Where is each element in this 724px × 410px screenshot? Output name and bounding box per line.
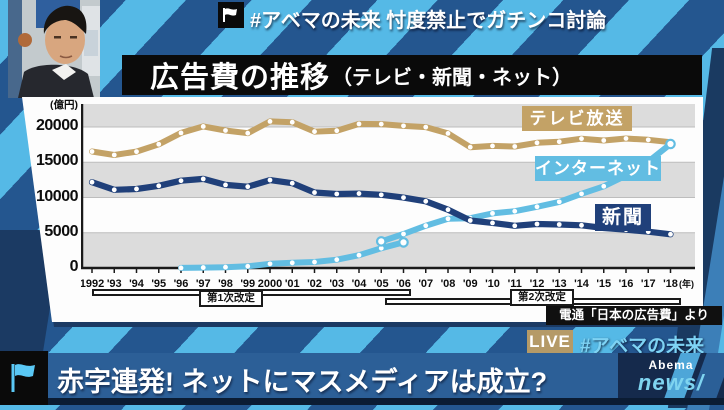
second-revision-label: 第2次改定 [510, 289, 574, 306]
svg-text:'16: '16 [619, 278, 634, 290]
y-axis-tick-label: 0 [69, 258, 79, 275]
svg-text:(年): (年) [679, 278, 694, 289]
svg-text:'03: '03 [329, 278, 344, 290]
svg-text:'08: '08 [441, 278, 456, 290]
banner-headline: 赤字連発! ネットにマスメディアは成立? [57, 367, 548, 397]
svg-text:'18: '18 [663, 278, 678, 290]
svg-text:'99: '99 [240, 278, 255, 290]
chart-panel: (億円) 0 5000 10000 15000 20000 1992'93 '94 '95 '… [22, 97, 703, 322]
y-axis-unit-label: (億円) [50, 99, 78, 111]
legend-internet: インターネット [535, 156, 661, 181]
svg-text:'04: '04 [352, 278, 368, 290]
svg-text:'94: '94 [129, 278, 145, 290]
speaker-illustration: ne [8, 0, 100, 98]
legend-tv-broadcast: テレビ放送 [522, 106, 632, 131]
svg-text:'98: '98 [218, 278, 233, 290]
svg-text:'15: '15 [596, 278, 611, 290]
svg-text:'05: '05 [374, 278, 389, 290]
logo-news-text: news/ [637, 370, 705, 395]
bottom-banner [0, 353, 724, 405]
svg-text:1992: 1992 [81, 278, 104, 290]
svg-text:'10: '10 [485, 278, 500, 290]
svg-text:2000: 2000 [258, 278, 282, 290]
y-axis-tick-label: 20000 [36, 117, 79, 134]
svg-text:'13: '13 [552, 278, 567, 290]
chart-title-band: 広告費の推移 （テレビ・新聞・ネット） [122, 55, 702, 95]
svg-text:'17: '17 [641, 278, 656, 290]
chart-title-sub: （テレビ・新聞・ネット） [332, 66, 573, 89]
svg-text:'07: '07 [418, 278, 433, 290]
svg-text:'12: '12 [530, 278, 545, 290]
first-revision-label: 第1次改定 [199, 290, 263, 307]
chart-title: 広告費の推移 [150, 62, 331, 94]
y-axis-tick-label: 5000 [44, 222, 78, 240]
live-badge: LIVE [527, 330, 573, 353]
line-chart: 1992'93 '94 '95 '96 '97 '98 '99 2000'01 '02 '03 '0… [81, 104, 695, 290]
svg-text:'09: '09 [463, 278, 478, 290]
svg-text:'93: '93 [107, 278, 122, 290]
svg-text:'11: '11 [508, 278, 522, 290]
svg-text:'01: '01 [285, 278, 300, 290]
banner-flag-box [0, 351, 48, 405]
svg-text:'06: '06 [396, 278, 411, 290]
svg-text:'14: '14 [574, 278, 590, 290]
speaker-video: ne [8, 0, 100, 98]
program-hashtag-title: #アベマの未来 忖度禁止でガチンコ討論 [250, 10, 607, 32]
svg-text:'96: '96 [174, 278, 189, 290]
banner-flag-icon [11, 364, 35, 392]
svg-text:'95: '95 [151, 278, 166, 290]
svg-text:'02: '02 [307, 278, 322, 290]
live-hashtag: #アベマの未来 [580, 336, 705, 357]
bottom-banner-strip [0, 398, 724, 405]
svg-text:'97: '97 [196, 278, 211, 290]
logo-abema-text: Abema [648, 358, 694, 372]
flag-icon-glyph [223, 8, 237, 22]
legend-newspaper: 新聞 [595, 204, 651, 231]
y-axis-tick-label: 15000 [36, 152, 79, 170]
flag-icon [218, 2, 244, 28]
abema-news-logo: Abema news/ [618, 353, 724, 398]
data-source-credit: 電通「日本の広告費」より [546, 306, 722, 325]
y-axis-tick-label: 10000 [36, 187, 79, 205]
